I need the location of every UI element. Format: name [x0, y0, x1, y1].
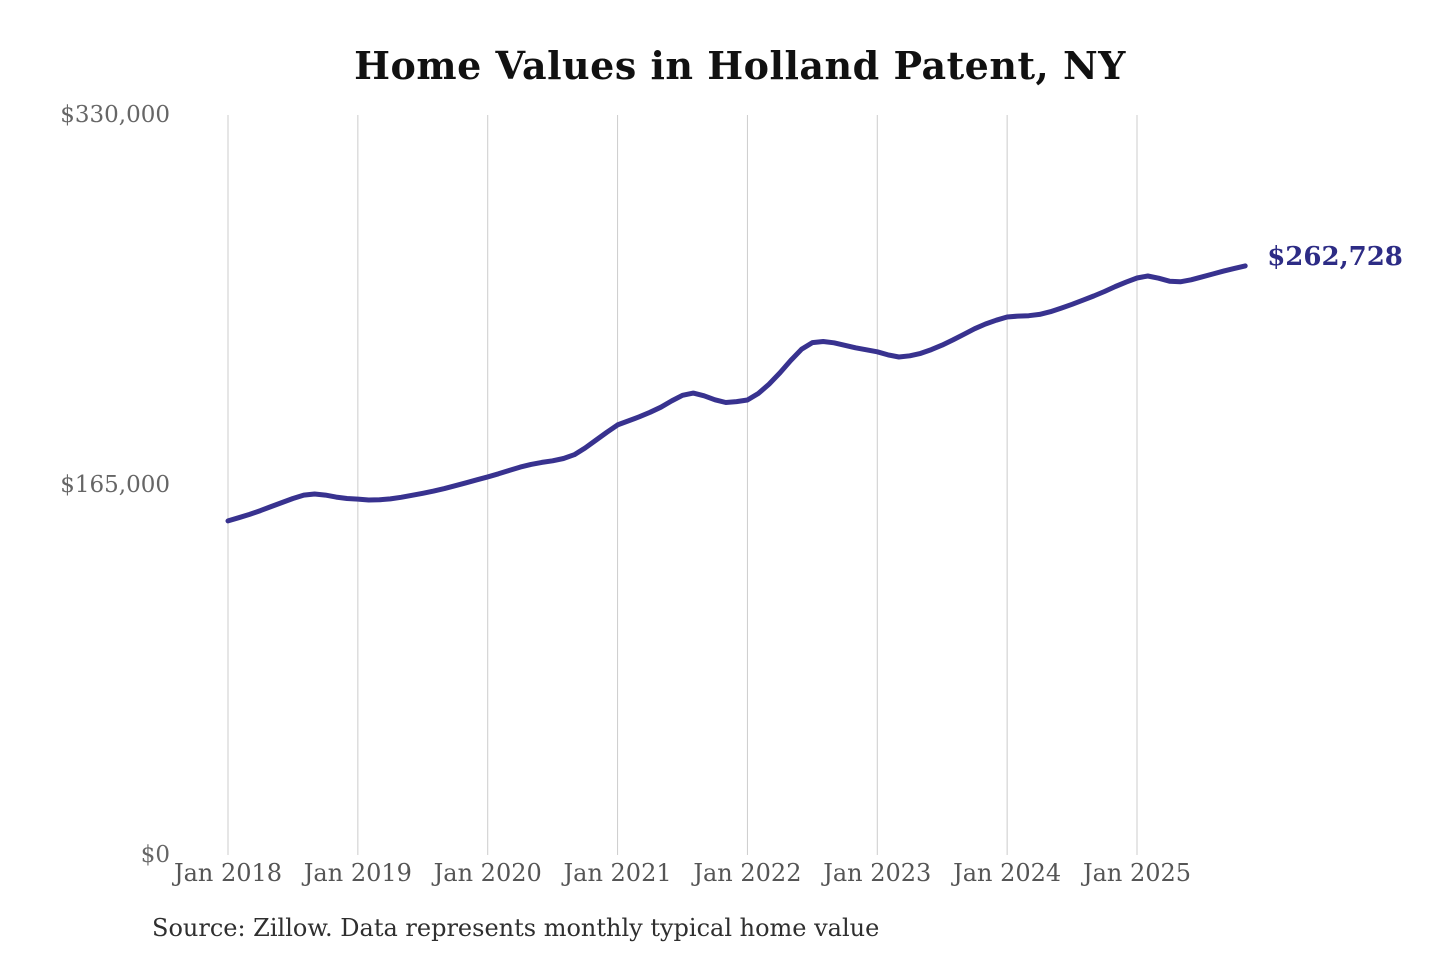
x-tick-label-jan-2025: Jan 2025 [1082, 859, 1192, 887]
x-tick-label-jan-2022: Jan 2022 [693, 859, 802, 887]
source-note: Source: Zillow. Data represents monthly … [152, 914, 880, 942]
chart-title: Home Values in Holland Patent, NY [354, 43, 1126, 88]
y-tick-label-0: $0 [140, 842, 170, 868]
latest-value-label: $262,728 [1267, 241, 1403, 272]
y-tick-label-330000: $330,000 [60, 102, 170, 128]
x-tick-label-jan-2024: Jan 2024 [953, 859, 1062, 887]
x-tick-label-jan-2019: Jan 2019 [303, 859, 412, 887]
x-tick-label-jan-2018: Jan 2018 [173, 859, 283, 887]
x-tick-label-jan-2023: Jan 2023 [823, 859, 932, 887]
y-tick-label-165000: $165,000 [60, 472, 170, 498]
x-tick-label-jan-2021: Jan 2021 [563, 859, 672, 887]
home-value-line [225, 263, 1248, 524]
x-tick-label-jan-2020: Jan 2020 [433, 859, 542, 887]
